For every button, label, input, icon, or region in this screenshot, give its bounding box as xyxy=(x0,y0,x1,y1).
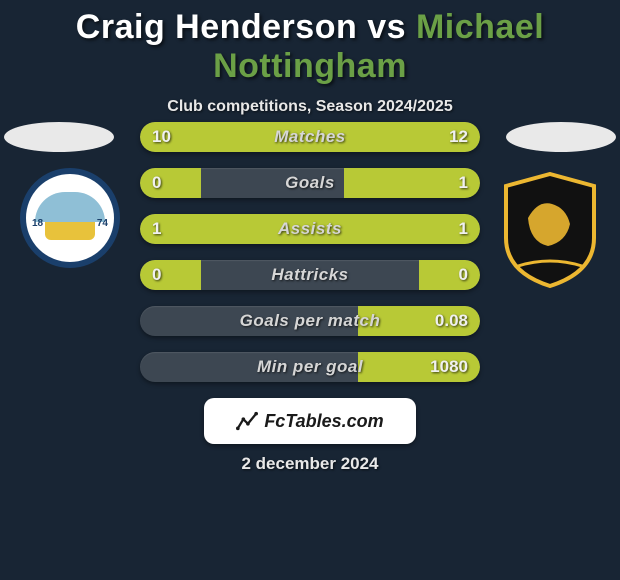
stat-value-left: 10 xyxy=(152,122,171,152)
stat-label: Hattricks xyxy=(140,260,480,290)
stat-label: Goals per match xyxy=(140,306,480,336)
stat-value-left: 0 xyxy=(152,168,161,198)
brand-text: FcTables.com xyxy=(264,411,383,432)
player2-nameplate xyxy=(506,122,616,152)
club-badge-right xyxy=(500,172,600,288)
vs-label: vs xyxy=(367,8,406,46)
stat-value-right: 1 xyxy=(459,168,468,198)
stat-value-left: 0 xyxy=(152,260,161,290)
stat-value-right: 0 xyxy=(459,260,468,290)
badge-left-ring: 18 74 xyxy=(20,168,120,268)
badge-left-stripe xyxy=(35,192,105,222)
player1-nameplate xyxy=(4,122,114,152)
stat-bar: Hattricks0 0 xyxy=(140,260,480,290)
stat-value-left: 1 xyxy=(152,214,161,244)
stat-value-right: 12 xyxy=(449,122,468,152)
badge-left-year-b: 74 xyxy=(97,218,108,229)
stat-label: Matches xyxy=(140,122,480,152)
badge-right-shield xyxy=(500,172,600,288)
brand-box: FcTables.com xyxy=(204,398,416,444)
stats-block: Matches1012Goals01Assists11Hattricks00Go… xyxy=(140,122,480,382)
club-badge-left: 18 74 xyxy=(20,168,120,268)
stat-label: Min per goal xyxy=(140,352,480,382)
stat-bar: Goals per match0.08 xyxy=(140,306,480,336)
stat-bar: Assists1 1 xyxy=(140,214,480,244)
stat-bar: Matches10 12 xyxy=(140,122,480,152)
stat-bar: Min per goal1080 xyxy=(140,352,480,382)
comparison-title: Craig Henderson vs Michael Nottingham xyxy=(0,0,620,86)
badge-left-boat xyxy=(45,222,95,240)
stat-label: Assists xyxy=(140,214,480,244)
stat-bar: Goals0 1 xyxy=(140,168,480,198)
player1-name: Craig Henderson xyxy=(76,8,357,46)
stat-value-right: 1080 xyxy=(430,352,468,382)
stat-label: Goals xyxy=(140,168,480,198)
stat-value-right: 1 xyxy=(459,214,468,244)
snapshot-date: 2 december 2024 xyxy=(0,454,620,474)
stat-value-right: 0.08 xyxy=(435,306,468,336)
badge-left-year-a: 18 xyxy=(32,218,43,229)
brand-logo-icon xyxy=(236,410,258,432)
season-subtitle: Club competitions, Season 2024/2025 xyxy=(0,98,620,116)
